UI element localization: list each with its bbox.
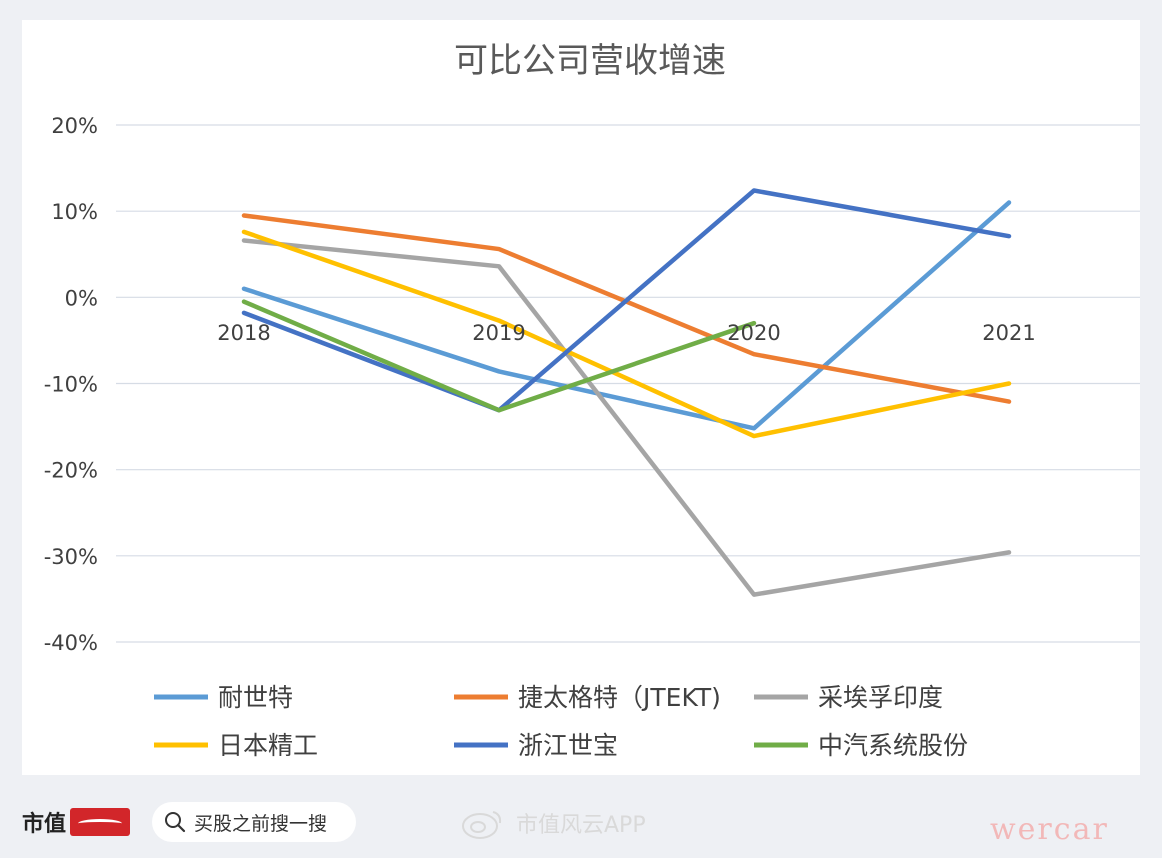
- y-tick-label: 20%: [51, 114, 98, 138]
- y-tick-label: 0%: [65, 286, 98, 310]
- chart-title: 可比公司营收增速: [454, 41, 726, 81]
- y-tick-label: -40%: [44, 631, 98, 655]
- legend-label: 中汽系统股份: [818, 731, 968, 760]
- x-tick-label: 2020: [727, 321, 780, 345]
- legend-label: 耐世特: [218, 683, 293, 712]
- search-icon: [165, 812, 186, 833]
- y-tick-label: -30%: [44, 545, 98, 569]
- line-chart: 可比公司营收增速 20%10%0%-10%-20%-30%-40% 2018 20…: [44, 41, 1140, 760]
- legend-label: 浙江世宝: [518, 731, 618, 760]
- grid-lines: [116, 124, 1140, 643]
- weibo-account: 市值风云APP: [516, 813, 646, 838]
- y-tick-label: -20%: [44, 459, 98, 483]
- y-tick-label: -10%: [44, 373, 98, 397]
- legend-label: 捷太格特（JTEKT): [518, 683, 721, 712]
- corner-watermark: wercar: [990, 812, 1109, 847]
- footer-bar: 市值 买股之前搜一搜 市值风云APP wercar: [0, 790, 1162, 858]
- series-line-3: [241, 229, 1012, 439]
- x-axis-ticks: 2018 2019 2020 2021: [217, 321, 1035, 345]
- brand-logo[interactable]: 市值: [22, 804, 131, 840]
- x-tick-label: 2019: [472, 321, 525, 345]
- brand-mark-icon: [70, 808, 131, 836]
- series-line-5: [241, 299, 757, 413]
- search-placeholder: 买股之前搜一搜: [194, 812, 328, 835]
- chart-card: 可比公司营收增速 20% 10% 0% -10% -20% -30% -40% 2018 20…: [22, 20, 1140, 775]
- series-line-4: [241, 188, 1012, 413]
- x-tick-label: 2021: [982, 321, 1035, 345]
- search-box[interactable]: 买股之前搜一搜: [152, 802, 356, 842]
- y-tick-label: 10%: [51, 200, 98, 224]
- x-tick-label: 2018: [217, 321, 270, 345]
- legend-label: 采埃孚印度: [818, 683, 943, 712]
- series-line-0: [241, 200, 1012, 431]
- weibo-icon: [462, 811, 502, 839]
- legend-label: 日本精工: [218, 731, 318, 760]
- series-lines: [241, 188, 1012, 597]
- series-line-1: [241, 213, 1012, 404]
- series-line-2: [241, 238, 1012, 597]
- y-axis-ticks: 20% 10% 0% -10% -20% -30% -40%: [44, 114, 98, 655]
- weibo-watermark: 市值风云APP: [460, 806, 646, 840]
- brand-name: 市值: [22, 812, 67, 837]
